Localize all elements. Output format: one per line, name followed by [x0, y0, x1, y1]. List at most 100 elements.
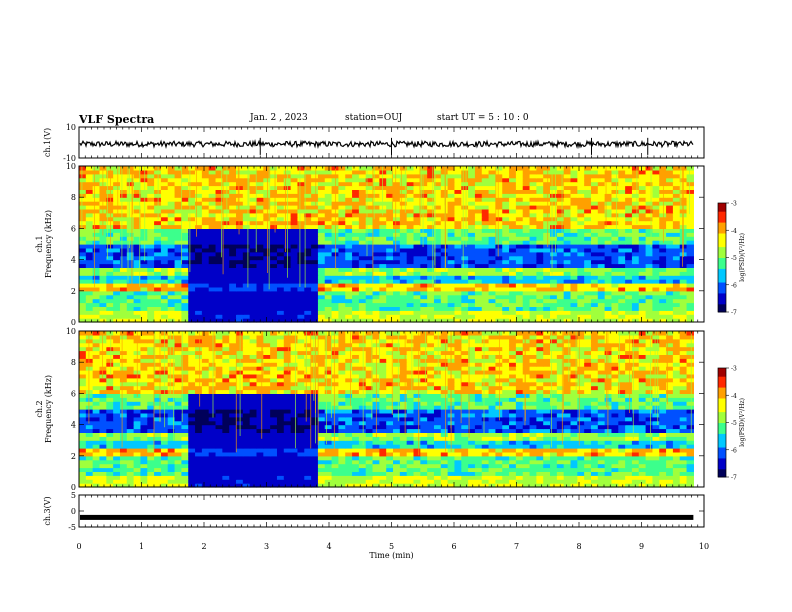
spectrogram-cell — [427, 275, 435, 280]
spectrogram-cell — [631, 228, 640, 233]
spectrogram-cell — [160, 197, 169, 202]
spectrogram-cell — [679, 483, 688, 488]
spectrogram-cell — [270, 185, 278, 190]
spectrogram-cell — [686, 189, 694, 194]
spectrogram-cell — [502, 177, 510, 183]
spectrogram-cell — [529, 275, 537, 280]
spectrogram-cell — [270, 189, 278, 194]
spectrogram-cell — [393, 448, 401, 453]
spectrogram-cell — [181, 240, 189, 245]
spectrogram-cell — [543, 463, 551, 469]
spectrogram-cell — [522, 283, 531, 288]
spectrogram-cell — [181, 306, 189, 311]
spectrogram-cell — [515, 259, 524, 265]
spectrogram-cell — [188, 205, 196, 210]
spectrogram-cell — [515, 224, 524, 229]
spectrogram-cell — [276, 455, 285, 461]
spectrogram-cell — [474, 181, 483, 187]
spectrogram-cell — [222, 185, 230, 190]
spectrogram-cell — [79, 169, 87, 175]
spectrogram-cell — [236, 459, 244, 465]
spectrogram-cell — [133, 247, 142, 253]
spectrogram-cell — [290, 294, 299, 300]
spectrogram-cell — [242, 205, 251, 210]
spectrogram-cell — [181, 294, 189, 300]
spectrogram-cell — [154, 271, 162, 276]
spectrogram-cell — [263, 275, 271, 280]
spectrogram-cell — [324, 212, 333, 218]
spectrogram-cell — [242, 302, 251, 307]
spectrogram-cell — [195, 263, 203, 268]
spectrogram-cell — [85, 189, 94, 194]
spectrogram-cell — [79, 177, 87, 183]
spectrogram-cell — [79, 279, 87, 284]
spectrogram-cell — [263, 298, 271, 304]
spectrogram-cell — [113, 205, 121, 210]
spectrogram-cell — [420, 448, 428, 453]
spectrogram-cell — [584, 247, 592, 253]
spectrogram-cell — [79, 255, 87, 261]
spectrogram-cell — [666, 306, 674, 311]
spectrogram-cell — [201, 212, 210, 218]
spectrogram-cell — [201, 318, 210, 323]
spectrogram-cell — [461, 298, 469, 304]
spectrogram-cell — [270, 169, 278, 175]
spectrogram-cell — [509, 259, 517, 265]
spectrogram-cell — [468, 271, 476, 276]
spectrogram-cell — [331, 451, 340, 457]
spectrogram-cell — [276, 463, 285, 469]
spectrogram-cell — [222, 271, 230, 276]
spectrogram-cell — [427, 216, 435, 222]
spectrogram-cell — [181, 224, 189, 229]
spectrogram-cell — [119, 275, 128, 280]
spectrogram-cell — [331, 290, 340, 296]
spectrogram-cell — [174, 475, 182, 480]
spectrogram-cell — [365, 177, 374, 183]
spectrogram-cell — [536, 463, 544, 469]
spectrogram-cell — [666, 197, 674, 202]
spectrogram-cell — [543, 259, 551, 265]
spectrogram-cell — [154, 310, 162, 315]
spectrogram-cell — [242, 177, 251, 183]
spectrogram-cell — [625, 193, 633, 198]
spectrogram-cell — [167, 286, 176, 292]
spectrogram-cell — [276, 208, 285, 214]
spectrogram-cell — [502, 236, 510, 241]
spectrogram-cell — [297, 251, 305, 257]
spectrogram-cell — [304, 189, 312, 194]
spectrogram-cell — [304, 240, 312, 245]
spectrogram-cell — [297, 318, 305, 323]
spectrogram-cell — [659, 169, 667, 175]
spectrogram-cell — [201, 275, 210, 280]
spectrogram-cell — [543, 302, 551, 307]
spectrogram-cell — [208, 220, 217, 226]
spectrogram-cell — [597, 286, 606, 292]
spectrogram-cell — [174, 208, 182, 214]
spectrogram-cell — [590, 306, 599, 311]
spectrogram-cell — [119, 193, 128, 198]
spectrogram-cell — [604, 259, 613, 265]
spectrogram-cell — [543, 318, 551, 323]
spectrogram-cell — [283, 279, 292, 284]
spectrogram-cell — [427, 244, 435, 249]
spectrogram-cell — [420, 236, 428, 241]
spectrogram-cell — [447, 283, 456, 288]
spectrogram-cell — [645, 193, 654, 198]
spectrogram-cell — [372, 298, 380, 304]
spectrogram-cell — [195, 166, 203, 171]
spectrogram-cell — [638, 271, 647, 276]
spectrogram-cell — [119, 483, 128, 488]
spectrogram-cell — [195, 173, 203, 179]
spectrogram-cell — [290, 290, 299, 296]
spectrogram-cell — [324, 286, 333, 292]
spectrogram-cell — [420, 475, 428, 480]
spectrogram-cell — [638, 177, 647, 183]
spectrogram-cell — [195, 483, 203, 488]
spectrogram-cell — [666, 232, 674, 237]
spectrogram-cell — [454, 306, 462, 311]
spectrogram-cell — [604, 318, 613, 323]
spectrogram-cell — [372, 263, 380, 268]
spectrogram-cell — [474, 247, 483, 253]
spectrogram-cell — [379, 290, 387, 296]
spectrogram-cell — [119, 467, 128, 472]
